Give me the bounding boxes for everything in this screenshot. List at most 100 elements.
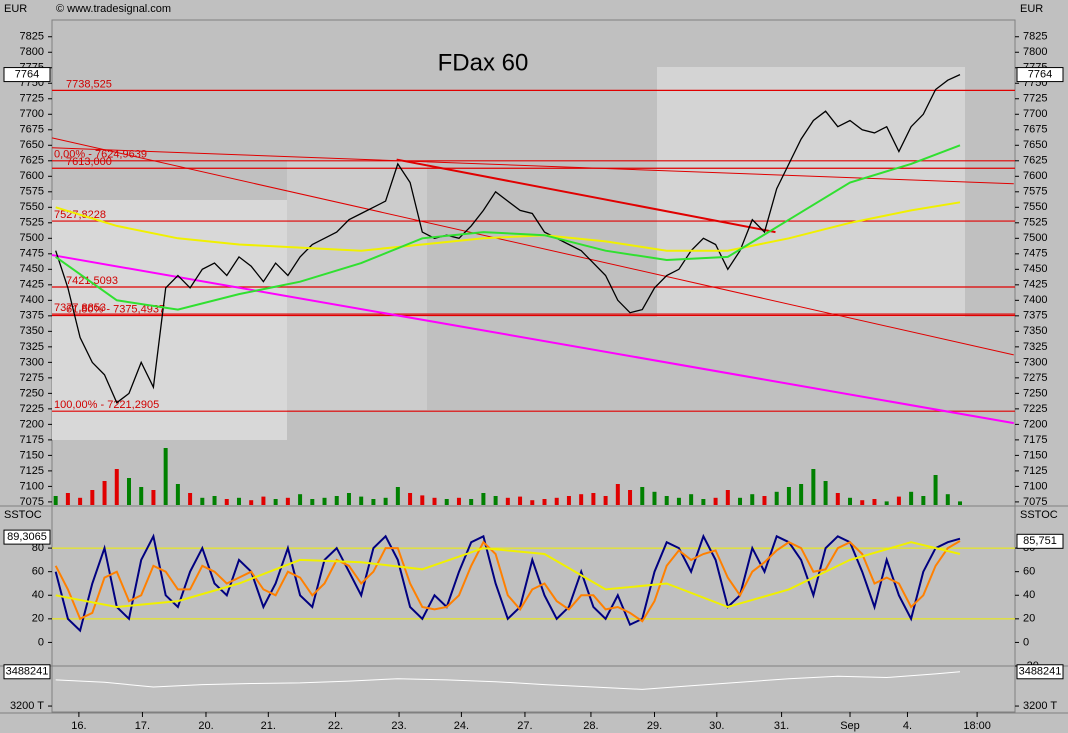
x-tick-label: 22. (328, 720, 343, 732)
value-label: 7764 (15, 68, 39, 80)
y-tick-label: 7075 (1023, 496, 1047, 508)
volume-bar (860, 500, 865, 505)
volume-bar (652, 491, 657, 505)
volume-bar (493, 496, 498, 505)
x-tick-label: 4. (903, 720, 912, 732)
y-tick-label: 20 (32, 613, 44, 625)
volume-bar (322, 497, 327, 505)
y-tick-label: 7225 (20, 403, 44, 415)
y-tick-label: 7400 (1023, 294, 1047, 306)
volume-bar (432, 497, 437, 505)
volume-bar (90, 490, 95, 505)
volume-bar (102, 481, 107, 505)
y-tick-label: 7150 (20, 449, 44, 461)
y-tick-label: 7525 (1023, 217, 1047, 229)
y-tick-label: 7500 (1023, 232, 1047, 244)
y-tick-label: 7450 (1023, 263, 1047, 275)
volume-bar (628, 490, 633, 505)
y-tick-label: 3200 T (10, 700, 44, 712)
x-tick-label: 16. (71, 720, 86, 732)
volume-bar (371, 499, 376, 505)
y-tick-label: 60 (32, 566, 44, 578)
volume-bar (896, 496, 901, 505)
volume-bar (481, 493, 486, 505)
x-tick-label: 21. (261, 720, 276, 732)
volume-bar (909, 491, 914, 505)
volume-bar (615, 484, 620, 505)
volume-bar (188, 493, 193, 505)
volume-bar (579, 494, 584, 505)
level-label: 100,00% - 7221,2905 (54, 399, 159, 411)
indicator-title: SSTOC (4, 509, 42, 521)
volume-bar (664, 496, 669, 505)
y-tick-label: 80 (32, 542, 44, 554)
shade (287, 160, 427, 410)
y-tick-label: 7600 (1023, 170, 1047, 182)
level-label: 0,00% - 7624,9639 (54, 149, 147, 161)
level-label: 7613,000 (66, 156, 112, 168)
y-tick-label: 7400 (20, 294, 44, 306)
volume-bar (542, 499, 547, 505)
volume-bar (469, 499, 474, 505)
volume-bar (273, 499, 278, 505)
volume-bar (359, 496, 364, 505)
y-axis-label: EUR (4, 3, 27, 15)
y-tick-label: 7100 (20, 480, 44, 492)
y-tick-label: 7825 (1023, 31, 1047, 43)
y-tick-label: 7550 (1023, 201, 1047, 213)
y-tick-label: 7725 (20, 93, 44, 105)
volume-bar (518, 496, 523, 505)
volume-bar (762, 496, 767, 505)
y-tick-label: 7550 (20, 201, 44, 213)
volume-bar (175, 484, 180, 505)
volume-bar (799, 484, 804, 505)
y-tick-label: 7675 (20, 124, 44, 136)
y-tick-label: 7675 (1023, 124, 1047, 136)
y-tick-label: 7825 (20, 31, 44, 43)
volume-bar (151, 490, 156, 505)
volume-bar (786, 487, 791, 505)
level-label: 7421,5093 (66, 275, 118, 287)
volume-bar (554, 497, 559, 505)
volume-bar (383, 497, 388, 505)
volume-bar (774, 491, 779, 505)
volume-bar (334, 496, 339, 505)
volume-bar (933, 475, 938, 505)
volume-bar (420, 495, 425, 505)
volume-bar (945, 494, 950, 505)
volume-bar (725, 490, 730, 505)
y-tick-label: 7650 (20, 139, 44, 151)
y-tick-label: 7800 (20, 46, 44, 58)
volume-bar (603, 496, 608, 505)
trend-line (51, 147, 1014, 185)
value-label: 7764 (1028, 68, 1052, 80)
volume-bar (713, 497, 718, 505)
y-tick-label: 7225 (1023, 403, 1047, 415)
volume-bar (738, 497, 743, 505)
series-line (55, 144, 961, 311)
y-tick-label: 7250 (20, 387, 44, 399)
y-tick-label: 7350 (20, 325, 44, 337)
y-tick-label: 40 (32, 589, 44, 601)
y-tick-label: 40 (1023, 589, 1035, 601)
volume-bar (298, 494, 303, 505)
y-tick-label: 7250 (1023, 387, 1047, 399)
volume-bar (139, 487, 144, 505)
source: © www.tradesignal.com (56, 3, 171, 15)
y-tick-label: 7200 (20, 418, 44, 430)
volume-bar (750, 494, 755, 505)
y-tick-label: 7125 (1023, 465, 1047, 477)
y-tick-label: 7800 (1023, 46, 1047, 58)
y-tick-label: 7325 (20, 341, 44, 353)
volume-bar (505, 497, 510, 505)
value-label: 85,751 (1023, 535, 1057, 547)
y-tick-label: 0 (38, 636, 44, 648)
volume-bar (591, 493, 596, 505)
x-tick-label: 29. (647, 720, 662, 732)
volume-bar (689, 494, 694, 505)
volume-bar (456, 497, 461, 505)
volume-bar (395, 487, 400, 505)
y-tick-label: 7525 (20, 217, 44, 229)
